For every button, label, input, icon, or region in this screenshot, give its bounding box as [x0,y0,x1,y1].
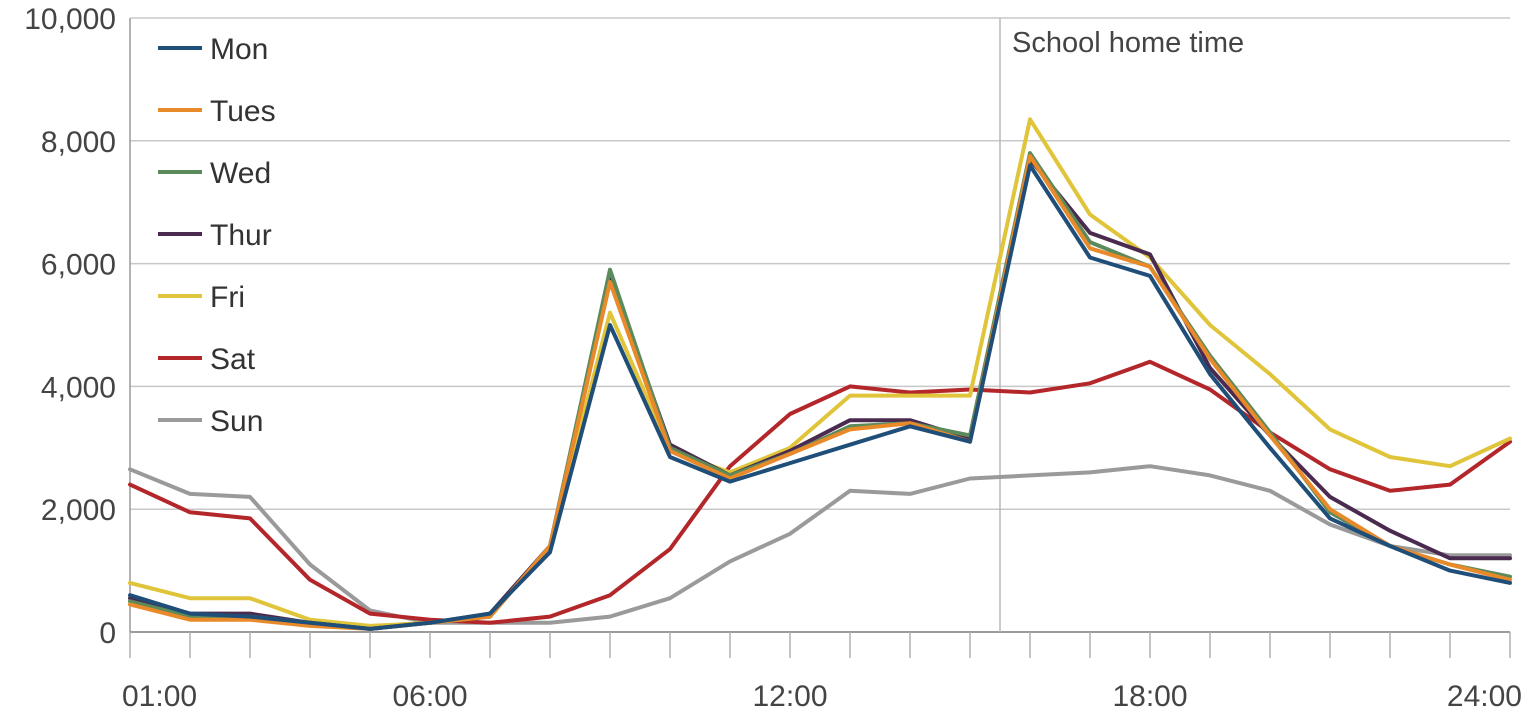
series-lines [128,117,1512,631]
legend-item-thur: Thur [158,219,272,252]
school-home-time-label: School home time [1012,27,1244,59]
x-tick-label: 24:00 [1447,680,1522,711]
series-line-sun [128,464,1512,625]
legend-label: Sat [210,343,256,376]
x-tick-label: 18:00 [1112,680,1187,711]
y-tick-label: 0 [99,617,116,650]
legend-item-sun: Sun [158,405,263,438]
school-home-time-annotation: School home time [999,18,1244,632]
x-axis-tick-labels: 01:00 06:00 12:00 18:00 24:00 [122,680,1522,711]
legend-item-fri: Fri [158,281,245,314]
series-line-mon [128,163,1512,631]
x-tick-label: 01:00 [122,680,197,711]
x-axis-ticks [129,632,1511,658]
series-line-tues [128,154,1512,631]
y-axis-tick-labels: 0 2,000 4,000 6,000 8,000 10,000 [24,3,116,650]
legend-item-sat: Sat [158,343,256,376]
y-tick-label: 8,000 [41,126,116,159]
series-line-fri [128,117,1512,628]
y-tick-label: 4,000 [41,371,116,404]
legend-label: Tues [210,95,276,128]
gridlines [129,17,1510,633]
y-tick-label: 10,000 [24,3,116,36]
legend-label: Mon [210,33,268,66]
y-tick-label: 2,000 [41,494,116,527]
series-line-wed [128,151,1512,631]
legend-item-wed: Wed [158,157,271,190]
x-tick-label: 06:00 [392,680,467,711]
legend-item-mon: Mon [158,33,268,66]
legend-label: Fri [210,281,245,314]
series-line-sat [128,359,1512,625]
legend: Mon Tues Wed Thur Fri Sat Sun [158,33,276,438]
legend-label: Wed [210,157,271,190]
y-tick-label: 6,000 [41,249,116,282]
x-tick-label: 12:00 [752,680,827,711]
legend-item-tues: Tues [158,95,276,128]
legend-label: Thur [210,219,272,252]
legend-label: Sun [210,405,263,438]
series-line-thur [128,157,1512,631]
